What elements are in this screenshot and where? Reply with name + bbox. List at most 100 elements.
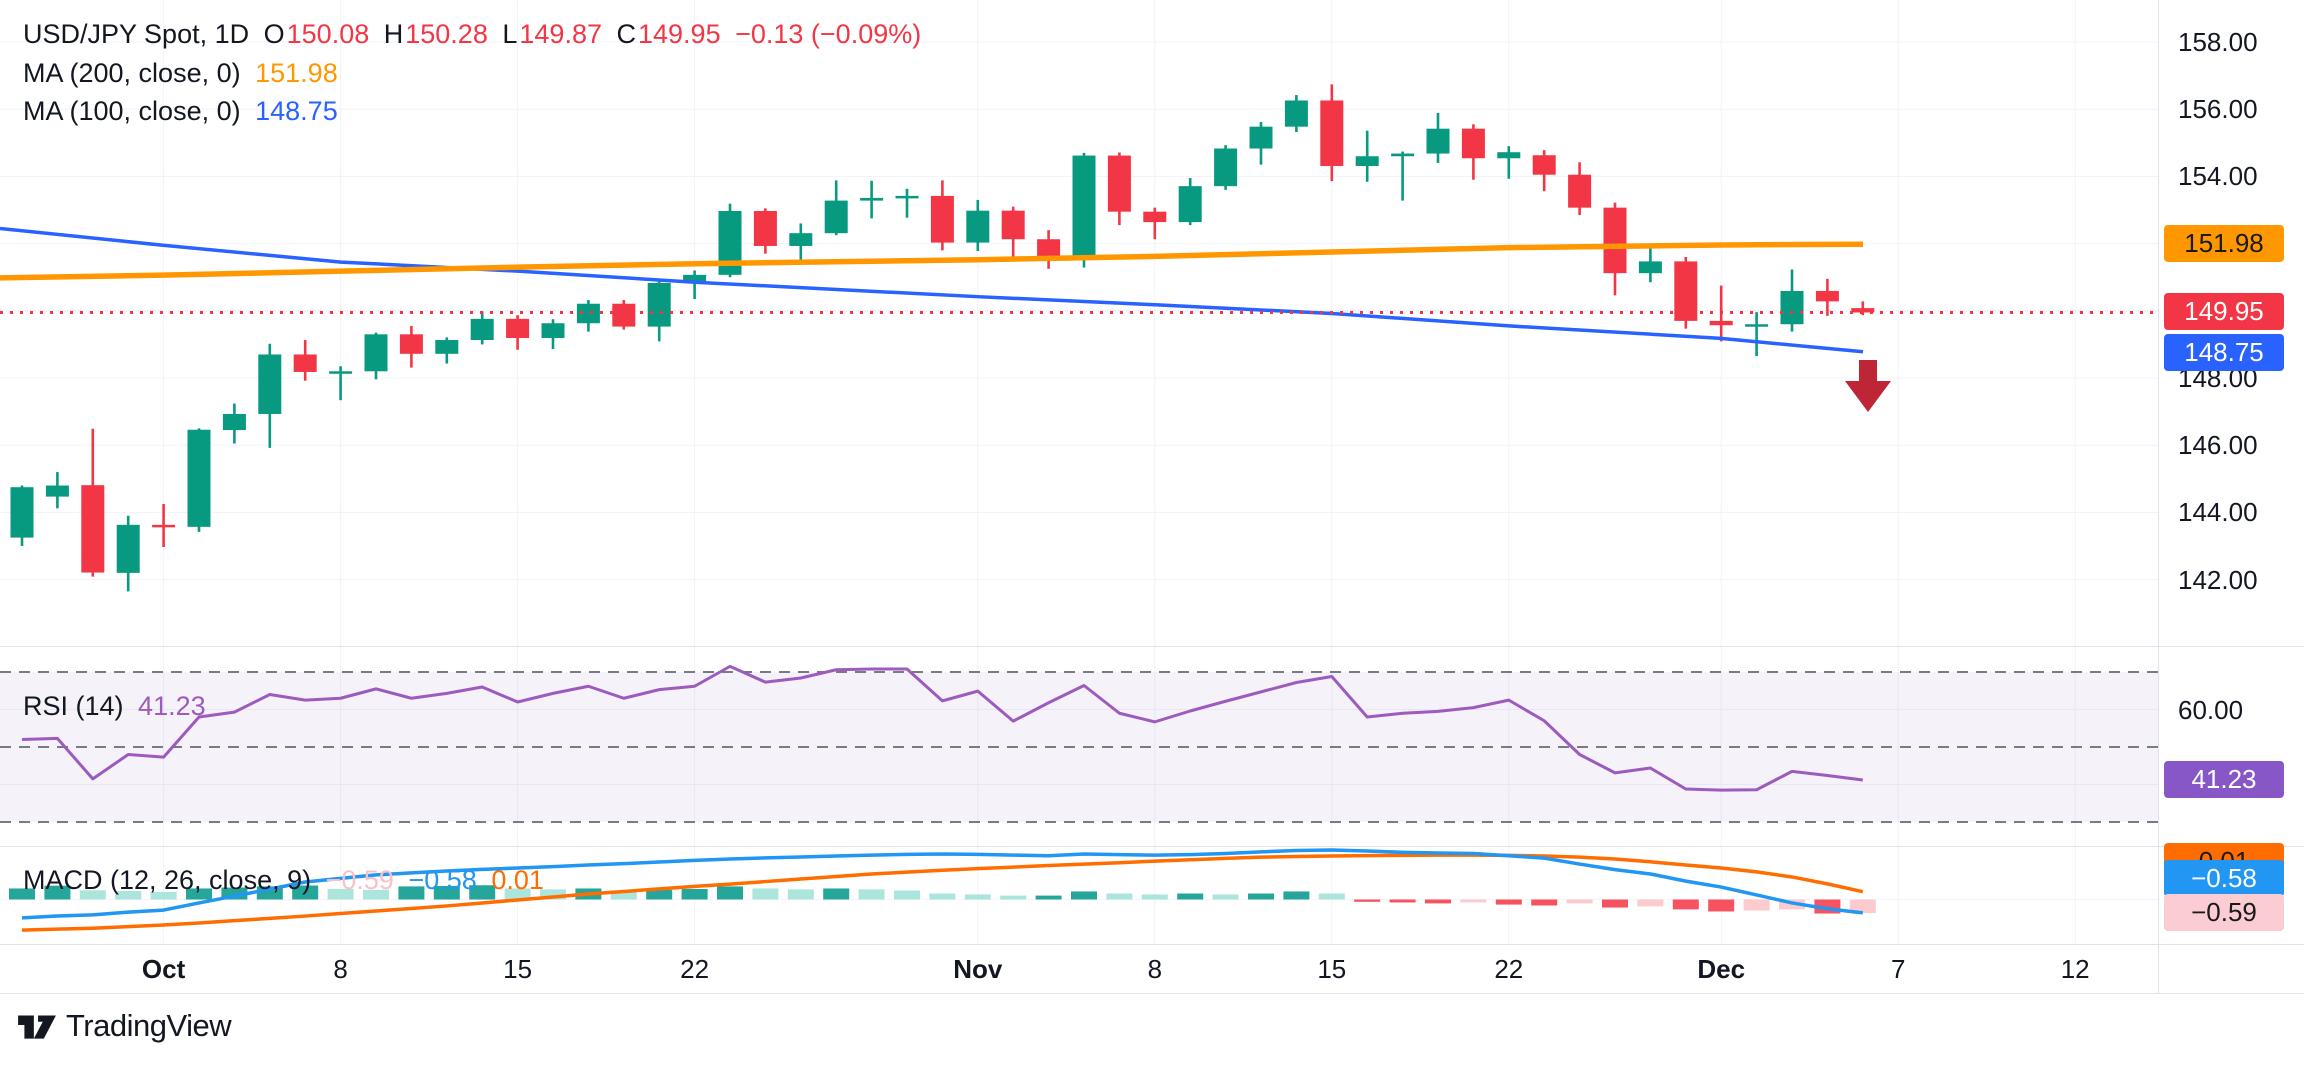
- macd-histogram-bar: [504, 888, 531, 900]
- macd-line: [21, 848, 1864, 920]
- rsi-legend-row[interactable]: RSI (14) 41.23: [23, 691, 213, 722]
- ma100-value: 148.75: [255, 96, 338, 126]
- price-axis-label: 142.00: [2178, 564, 2258, 595]
- candle-body: [612, 303, 636, 327]
- price-axis-separator: [2158, 0, 2159, 993]
- candle-body: [1638, 261, 1662, 274]
- macd-signal-value: 0.01: [491, 865, 544, 895]
- price-axis-label: 146.00: [2178, 430, 2258, 461]
- symbol-legend-row[interactable]: USD/JPY Spot, 1D O150.08 H150.28 L149.87…: [23, 19, 928, 50]
- ma100-line: [0, 226, 1864, 354]
- macd-histogram-bar: [1212, 894, 1239, 900]
- candle-body: [541, 323, 565, 339]
- macd-histogram-bar: [1248, 893, 1274, 900]
- macd-histogram-bar: [964, 894, 991, 900]
- macd-histogram-bar: [858, 889, 885, 900]
- tradingview-logo-icon: [18, 1015, 56, 1039]
- time-axis-label: Nov: [953, 954, 1003, 984]
- macd-histogram-bar: [823, 888, 850, 900]
- macd-histogram-bar: [186, 888, 212, 900]
- time-axis-label: 7: [1890, 954, 1906, 984]
- candle-body: [1603, 207, 1627, 274]
- macd-histogram-bar: [1141, 894, 1168, 900]
- change-value: −0.13 (−0.09%): [735, 19, 922, 49]
- time-axis-label: 12: [2060, 954, 2090, 984]
- macd-histogram-bar: [1531, 899, 1558, 906]
- ma200-price-badge: 151.98: [2164, 225, 2284, 263]
- macd-histogram-bar: [1106, 893, 1133, 900]
- macd-histogram-bar: [787, 889, 814, 900]
- time-axis-label: Oct: [141, 954, 186, 984]
- macd-line-badge: −0.58: [2164, 860, 2284, 897]
- macd-label: MACD (12, 26, close, 9): [23, 865, 312, 895]
- candle-body: [1143, 211, 1167, 223]
- rsi-value-badge: 41.23: [2164, 760, 2284, 798]
- macd-histogram-bar: [1389, 899, 1416, 903]
- pane-divider[interactable]: [0, 646, 2304, 647]
- macd-histogram-bar: [1425, 899, 1451, 904]
- candle-body: [1851, 308, 1875, 313]
- time-axis-label: 22: [680, 954, 710, 984]
- macd-histogram-bar: [1602, 899, 1628, 908]
- candle-body: [860, 197, 884, 201]
- macd-histogram-bar: [646, 889, 673, 900]
- macd-hist-value: −0.59: [325, 865, 394, 895]
- candle-body: [329, 371, 353, 374]
- candle-body: [1674, 261, 1698, 321]
- candle-body: [1745, 324, 1769, 327]
- macd-histogram-bar: [150, 891, 177, 900]
- candle-body: [1391, 153, 1415, 157]
- candle-body: [1709, 320, 1733, 326]
- macd-histogram-bar: [540, 889, 566, 900]
- candle-body: [364, 334, 388, 372]
- macd-histogram-bar: [929, 893, 956, 900]
- high-label: H: [383, 19, 404, 49]
- ma200-legend-row[interactable]: MA (200, close, 0) 151.98: [23, 58, 345, 89]
- macd-histogram-bar: [1283, 891, 1310, 900]
- tradingview-watermark[interactable]: TradingView: [16, 1005, 232, 1047]
- candle-body: [753, 211, 777, 246]
- candle-body: [1001, 210, 1025, 240]
- candle-body: [1249, 126, 1273, 149]
- candle-body: [152, 524, 176, 528]
- candle-body: [1037, 239, 1061, 257]
- macd-histogram-bar: [292, 885, 319, 900]
- price-axis-label: 154.00: [2178, 161, 2258, 192]
- macd-histogram-bar: [752, 888, 779, 900]
- macd-histogram-bar: [1318, 893, 1345, 900]
- pane-divider[interactable]: [0, 846, 2304, 847]
- candle-body: [222, 413, 246, 431]
- price-axis-label: 144.00: [2178, 497, 2258, 528]
- macd-histogram-bar: [363, 889, 389, 900]
- candle-body: [435, 340, 459, 354]
- rsi-line: [21, 664, 1863, 792]
- ma200-value: 151.98: [255, 58, 338, 88]
- candle-body: [789, 233, 813, 246]
- candle-body: [718, 211, 742, 275]
- candle-body: [1815, 290, 1839, 302]
- macd-histogram-bar: [1177, 893, 1204, 900]
- candle-body: [10, 487, 34, 538]
- time-axis-label: 8: [333, 954, 348, 984]
- macd-histogram-bar: [1495, 899, 1522, 905]
- last-price-badge: 149.95: [2164, 293, 2284, 331]
- macd-histogram-bar: [610, 890, 637, 900]
- macd-histogram-bar: [327, 888, 354, 900]
- ma100-label: MA (100, close, 0): [23, 96, 241, 126]
- macd-histogram-bar: [1743, 899, 1770, 911]
- candle-body: [116, 524, 140, 573]
- candle-body: [1532, 155, 1556, 175]
- macd-legend-row[interactable]: MACD (12, 26, close, 9) −0.59 −0.58 0.01: [23, 865, 551, 896]
- open-value: 150.08: [286, 19, 370, 49]
- ma100-legend-row[interactable]: MA (100, close, 0) 148.75: [23, 96, 345, 127]
- macd-hist-badge: −0.59: [2164, 894, 2284, 931]
- candle-body: [399, 334, 423, 354]
- candle-body: [824, 200, 848, 234]
- time-axis-label: 22: [1494, 954, 1524, 984]
- pane-divider: [0, 944, 2304, 945]
- candle-body: [258, 354, 282, 414]
- macd-histogram-bar: [717, 886, 743, 900]
- candle-body: [930, 195, 954, 243]
- candle-body: [1107, 155, 1131, 212]
